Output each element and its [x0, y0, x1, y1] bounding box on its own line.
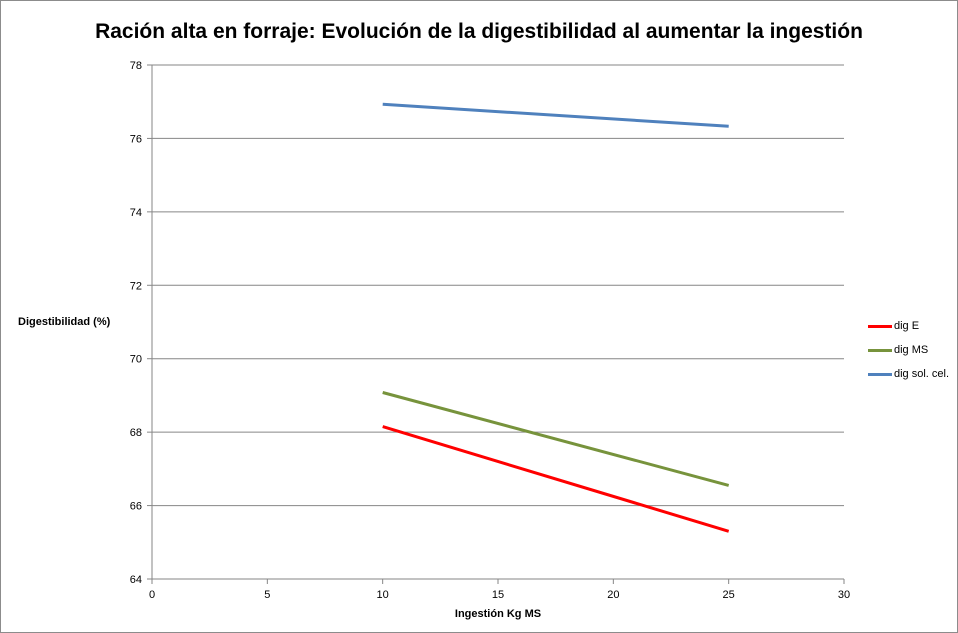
y-tick-label: 78	[130, 60, 142, 72]
chart-title: Ración alta en forraje: Evolución de la …	[95, 20, 863, 43]
legend-swatch	[868, 324, 892, 328]
legend-item: dig MS	[868, 338, 949, 362]
x-tick-label: 30	[838, 589, 850, 601]
x-tick-label: 0	[149, 589, 155, 601]
series-lines	[382, 102, 730, 533]
legend-item: dig sol. cel.	[868, 362, 949, 386]
legend-swatch	[868, 348, 892, 352]
y-tick-label: 64	[130, 574, 142, 586]
y-tick-label: 74	[130, 207, 142, 219]
x-tick-label: 25	[723, 589, 735, 601]
series-line-2	[382, 391, 730, 487]
y-tick-label: 72	[130, 280, 142, 292]
y-tick-label: 76	[130, 133, 142, 145]
tick-labels: 64 66 68 70 72 74 76 78 0 5 10 15 20 25 30	[130, 60, 850, 601]
series-line-3	[382, 102, 729, 128]
axes	[147, 64, 845, 584]
y-tick-label: 66	[130, 501, 142, 513]
x-axis-label: Ingestión Kg MS	[454, 608, 542, 620]
legend-label: dig sol. cel.	[894, 368, 950, 380]
legend-label: dig MS	[894, 344, 929, 356]
legend: dig E dig MS dig sol. cel.	[868, 314, 949, 386]
gridlines	[152, 64, 844, 507]
legend-label: dig E	[894, 320, 920, 332]
legend-item: dig E	[868, 314, 949, 338]
y-axis-label: Digestibilidad (%)	[18, 316, 111, 328]
x-tick-label: 20	[607, 589, 619, 601]
legend-swatch	[868, 372, 892, 376]
x-tick-label: 5	[264, 589, 270, 601]
x-tick-label: 15	[492, 589, 504, 601]
y-tick-label: 70	[130, 354, 142, 366]
series-line-1	[382, 425, 730, 533]
y-tick-label: 68	[130, 427, 142, 439]
x-tick-label: 10	[377, 589, 389, 601]
